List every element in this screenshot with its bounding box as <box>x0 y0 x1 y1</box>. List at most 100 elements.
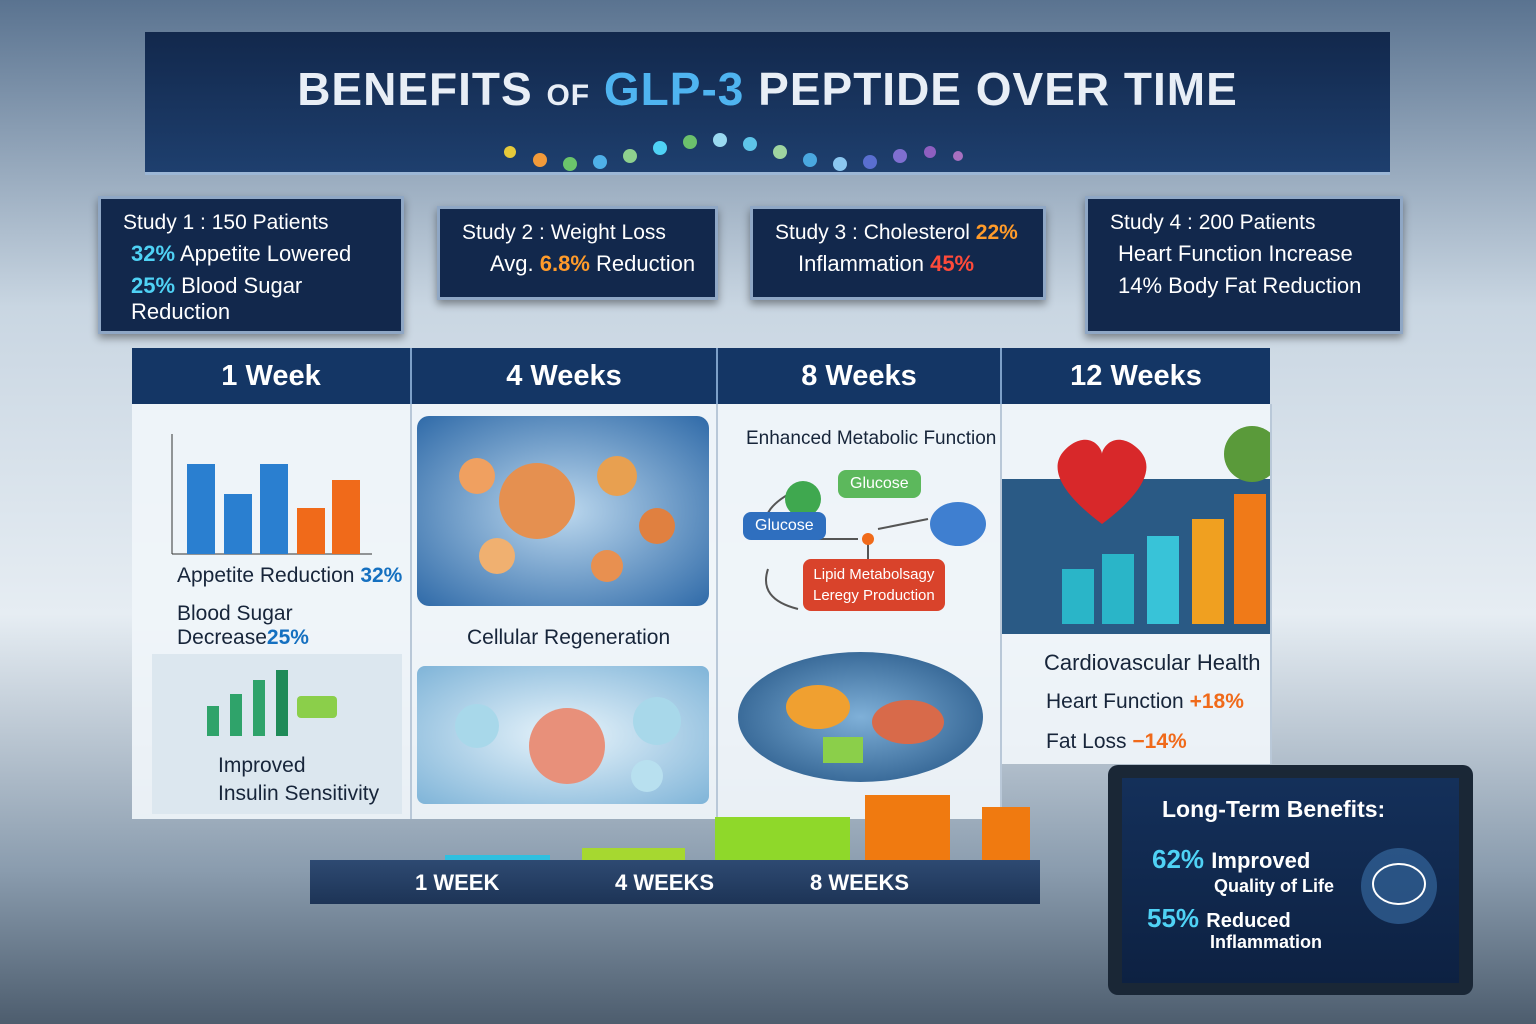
item-text: Inflammation <box>1210 932 1323 952</box>
bar <box>715 817 850 865</box>
brain-icon <box>1361 848 1437 924</box>
laptop-item: 55% Reduced <box>1147 903 1291 934</box>
stat: 32% <box>131 241 176 266</box>
bar <box>982 807 1030 865</box>
stat-label: Blood Sugar Decrease <box>177 602 293 649</box>
title-word: GLP-3 <box>603 63 745 115</box>
timeline <box>310 860 1040 904</box>
beads <box>504 133 963 171</box>
node-text: Leregy Production <box>813 587 935 604</box>
food <box>786 685 944 763</box>
item-text: Improved <box>1211 848 1311 873</box>
caption: Cardiovascular Health <box>1044 650 1261 675</box>
caption: Enhanced Metabolic Function <box>746 428 997 449</box>
study-line: Avg. 6.8% Reduction <box>440 245 715 277</box>
bar <box>260 464 288 554</box>
stat-line: Fat Loss −14% <box>1046 730 1187 754</box>
pathway-lines <box>765 481 986 610</box>
regeneration-image <box>417 666 709 804</box>
study-line: 14% Body Fat Reduction <box>1088 267 1400 299</box>
node-text: Lipid Metabolsagy <box>813 566 935 583</box>
stat: 25% <box>131 273 176 298</box>
stat-label: Heart Function <box>1046 690 1184 713</box>
cells <box>459 456 675 582</box>
cells <box>455 697 681 792</box>
node: Glucose <box>838 470 921 498</box>
study-line: Inflammation 45% <box>753 245 1043 277</box>
stat-label: Body Fat Reduction <box>1168 273 1362 298</box>
study-box: Study 1 : 150 Patients 32% Appetite Lowe… <box>98 196 404 334</box>
bar <box>1234 494 1266 624</box>
heart <box>1057 439 1147 524</box>
stat: 32% <box>360 564 403 587</box>
study-heading: Study 2 : Weight Loss <box>462 221 666 244</box>
stat: +18% <box>1189 690 1244 713</box>
mini-bar-chart <box>171 434 372 555</box>
stat-label: Appetite Reduction <box>177 564 355 587</box>
study-heading: Study 4 : 200 Patients <box>1110 211 1316 234</box>
study-line: Heart Function Increase <box>1088 235 1400 267</box>
backdrop <box>1002 479 1270 634</box>
bar <box>224 494 252 554</box>
bar <box>1062 569 1094 624</box>
stat: −14% <box>1132 730 1187 753</box>
item-text: Reduced <box>1206 910 1291 932</box>
stat-label: Reduction <box>596 251 696 276</box>
food-image <box>738 652 983 782</box>
mini-bars <box>207 670 337 736</box>
stat-label: Inflammation <box>798 251 924 276</box>
stat-label: Appetite Lowered <box>179 241 352 266</box>
stat-label: Heart Function Increase <box>1118 241 1353 266</box>
title-word: PEPTIDE OVER TIME <box>758 63 1238 115</box>
timeline-label: 1 WEEK <box>415 870 500 895</box>
stat: 55% <box>1147 903 1200 933</box>
bar <box>332 480 360 554</box>
stat: 45% <box>930 251 975 276</box>
bar <box>1147 536 1179 624</box>
caption: Insulin Sensitivity <box>218 782 380 805</box>
study-heading-text: Study 3 : Cholesterol <box>775 221 970 244</box>
panel-week4: Cellular Regeneration <box>412 404 718 819</box>
cell-image <box>417 416 709 606</box>
title: BENEFITS OF GLP-3 PEPTIDE OVER TIME <box>145 62 1390 116</box>
stat-line: Heart Function +18% <box>1046 690 1244 714</box>
study-line: 32% Appetite Lowered <box>101 235 401 267</box>
panel-week8: Enhanced Metabolic Function Glucose Gluc… <box>718 404 1002 819</box>
title-word: OF <box>546 79 591 112</box>
study-heading: Study 1 : 150 Patients <box>123 211 329 234</box>
study-box: Study 3 : Cholesterol 22% Inflammation 4… <box>750 206 1046 300</box>
bar <box>1192 519 1224 624</box>
caption: Cellular Regeneration <box>467 626 671 649</box>
study-box: Study 4 : 200 Patients Heart Function In… <box>1085 196 1403 334</box>
stat: 62% <box>1152 844 1205 874</box>
stat: 14% <box>1118 273 1163 298</box>
bar <box>865 795 950 865</box>
bar <box>297 508 325 554</box>
study-box: Study 2 : Weight Loss Avg. 6.8% Reductio… <box>437 206 718 300</box>
timeline-label: 4 WEEKS <box>615 870 715 895</box>
column-header: 12 Weeks <box>1002 348 1270 404</box>
timeline-bars <box>445 795 1030 865</box>
stat-line: Blood Sugar Decrease25% <box>177 602 410 650</box>
stat-line: Appetite Reduction 32% <box>177 564 402 588</box>
column-header: 8 Weeks <box>718 348 1002 404</box>
study-heading: Study 3 : Cholesterol 22% <box>753 209 1043 245</box>
stat-label: Blood Sugar Reduction <box>131 273 303 324</box>
column-header: 1 Week <box>132 348 412 404</box>
laptop-screen: Long-Term Benefits: 62% Improved Quality… <box>1122 778 1459 983</box>
timeline-label: 8 WEEKS <box>810 870 910 895</box>
study-line: 25% Blood Sugar Reduction <box>101 267 401 325</box>
bar <box>187 464 215 554</box>
column-header: 4 Weeks <box>412 348 718 404</box>
stat: 22% <box>975 221 1018 244</box>
peptide-chain <box>504 133 963 171</box>
stat: 6.8% <box>539 251 590 276</box>
laptop-item: 62% Improved <box>1152 844 1310 875</box>
heart-chart <box>1002 426 1270 634</box>
panel-week12: Cardiovascular Health Heart Function +18… <box>1002 404 1272 764</box>
panel-week1: Appetite Reduction 32% Blood Sugar Decre… <box>132 404 412 819</box>
stat-label: Fat Loss <box>1046 730 1127 753</box>
